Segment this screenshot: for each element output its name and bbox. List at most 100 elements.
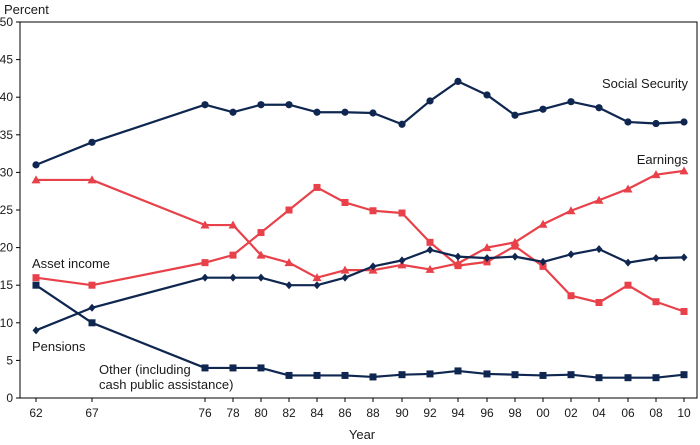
series-point-3 xyxy=(88,303,96,312)
series-point-4 xyxy=(426,370,434,378)
series-point-0 xyxy=(285,101,293,109)
series-label-0: Social Security xyxy=(602,76,688,91)
series-point-2 xyxy=(454,262,462,270)
series-point-1 xyxy=(482,243,492,252)
series-label-3: Pensions xyxy=(32,339,86,354)
series-point-2 xyxy=(595,298,603,306)
series-point-4 xyxy=(624,374,632,382)
x-axis-ticks: 62 67 76 78 80 82 84 86 88 90 92 94 96 98 00 02 04 06 08 10 xyxy=(29,398,691,420)
series-point-3 xyxy=(539,257,547,266)
series-point-3 xyxy=(398,256,406,265)
y-tick-label: 10 xyxy=(0,316,13,330)
series-point-4 xyxy=(369,373,377,381)
series-point-0 xyxy=(426,97,434,105)
series-point-4 xyxy=(32,281,40,289)
series-group xyxy=(31,77,689,382)
y-tick-label: 15 xyxy=(0,278,13,292)
y-tick-label: 25 xyxy=(0,203,13,217)
series-point-4 xyxy=(567,371,575,379)
series-point-4 xyxy=(652,374,660,382)
y-tick-label: 30 xyxy=(0,165,13,179)
y-tick-label: 5 xyxy=(6,353,13,367)
series-point-2 xyxy=(313,183,321,191)
x-tick-label: 80 xyxy=(254,406,268,420)
y-tick-label: 35 xyxy=(0,128,13,142)
series-point-4 xyxy=(539,371,547,379)
series-point-3 xyxy=(369,262,377,271)
series-point-2 xyxy=(88,281,96,289)
series-point-4 xyxy=(398,371,406,379)
series-point-0 xyxy=(624,118,632,126)
series-point-3 xyxy=(32,326,40,335)
series-point-4 xyxy=(285,371,293,379)
series-point-4 xyxy=(88,319,96,327)
series-point-3 xyxy=(483,254,491,263)
series-line-1 xyxy=(36,169,685,279)
series-point-4 xyxy=(229,364,237,372)
series-point-3 xyxy=(567,250,575,259)
y-axis-ticks: 0 5 10 15 20 25 30 35 40 45 50 xyxy=(0,15,20,405)
series-point-2 xyxy=(652,298,660,306)
x-tick-label: 02 xyxy=(564,406,578,420)
series-point-3 xyxy=(624,258,632,267)
series-point-4 xyxy=(313,371,321,379)
x-tick-label: 94 xyxy=(451,406,465,420)
x-tick-label: 08 xyxy=(649,406,663,420)
series-point-0 xyxy=(454,77,462,86)
x-tick-label: 06 xyxy=(621,406,635,420)
series-point-3 xyxy=(652,254,660,263)
x-tick-label: 98 xyxy=(508,406,522,420)
series-point-1 xyxy=(594,195,604,204)
series-point-0 xyxy=(369,109,377,117)
series-line-3 xyxy=(35,248,685,332)
x-tick-label: 78 xyxy=(226,406,240,420)
series-point-2 xyxy=(229,251,237,259)
series-point-4 xyxy=(680,371,688,379)
series-label-1: Earnings xyxy=(637,152,689,167)
x-tick-label: 90 xyxy=(395,406,409,420)
series-point-0 xyxy=(88,138,96,146)
series-point-2 xyxy=(257,229,265,237)
series-point-0 xyxy=(680,118,688,126)
series-point-1 xyxy=(312,273,322,282)
series-point-1 xyxy=(425,264,435,273)
series-point-1 xyxy=(651,170,661,179)
x-tick-label: 82 xyxy=(282,406,296,420)
x-tick-label: 92 xyxy=(423,406,437,420)
series-point-0 xyxy=(567,98,575,106)
series-point-4 xyxy=(483,370,491,378)
series-point-1 xyxy=(397,260,407,269)
series-point-3 xyxy=(313,281,321,290)
series-point-3 xyxy=(229,273,237,282)
x-tick-label: 96 xyxy=(480,406,494,420)
series-point-3 xyxy=(680,253,688,262)
series-point-1 xyxy=(340,265,350,274)
series-point-0 xyxy=(257,101,265,109)
x-tick-label: 10 xyxy=(677,406,691,420)
series-point-2 xyxy=(624,281,632,289)
y-tick-label: 40 xyxy=(0,90,13,104)
x-tick-label: 00 xyxy=(536,406,550,420)
series-label-2: Asset income xyxy=(32,256,110,271)
series-point-1 xyxy=(623,184,633,193)
series-point-0 xyxy=(652,119,660,128)
series-point-2 xyxy=(369,207,377,215)
y-tick-label: 50 xyxy=(0,15,13,29)
series-point-4 xyxy=(511,371,519,379)
x-tick-label: 67 xyxy=(85,406,99,420)
series-point-0 xyxy=(341,108,349,116)
plot-frame xyxy=(19,21,698,399)
x-tick-label: 88 xyxy=(366,406,380,420)
series-point-2 xyxy=(511,242,519,250)
series-point-3 xyxy=(257,273,265,282)
x-tick-label: 62 xyxy=(29,406,43,420)
series-point-2 xyxy=(201,259,209,267)
series-point-0 xyxy=(32,161,40,169)
series-point-4 xyxy=(454,367,462,375)
series-label-4: cash public assistance) xyxy=(99,377,233,392)
series-point-1 xyxy=(31,175,41,184)
series-point-0 xyxy=(539,105,547,113)
series-point-0 xyxy=(483,91,491,99)
x-tick-label: 84 xyxy=(310,406,324,420)
